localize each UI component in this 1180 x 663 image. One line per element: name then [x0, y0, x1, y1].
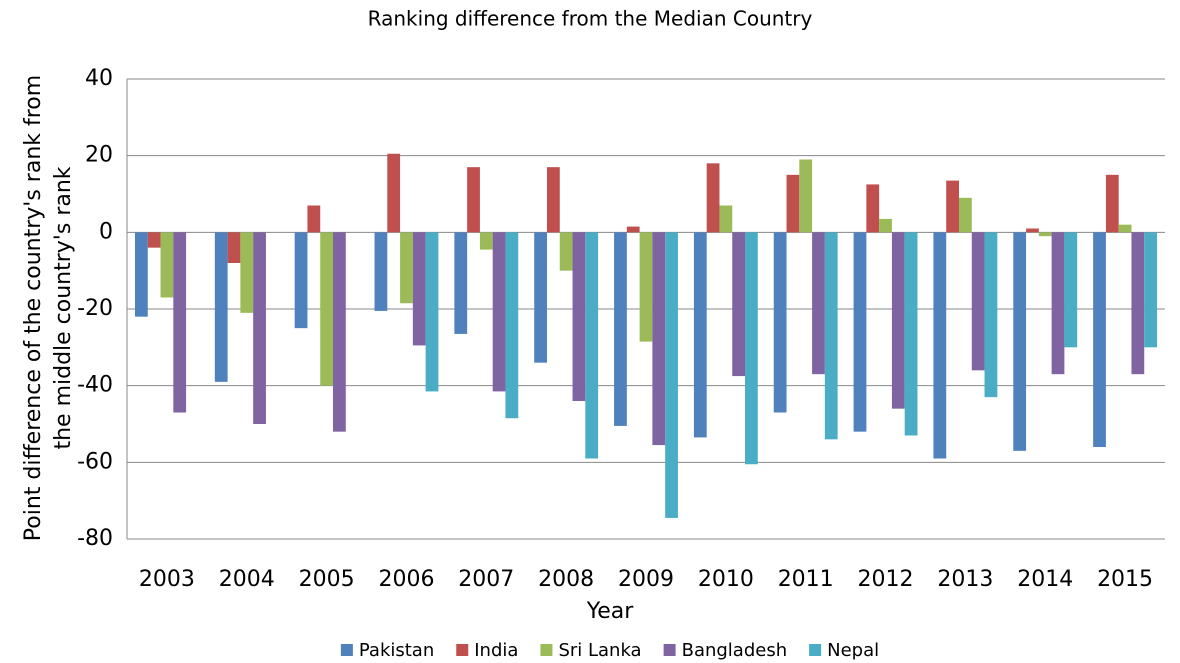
- bar: [1144, 232, 1158, 348]
- x-tick-label: 2015: [1097, 567, 1153, 592]
- x-tick-label: 2010: [698, 567, 754, 592]
- bar: [147, 232, 161, 248]
- legend-swatch: [340, 644, 353, 656]
- legend: Pakistan India Sri Lanka Bangladesh Nepal: [340, 640, 879, 661]
- bar: [559, 232, 573, 271]
- legend-label: Sri Lanka: [558, 640, 641, 661]
- legend-swatch: [809, 644, 822, 656]
- bar: [1118, 224, 1132, 233]
- bar: [1013, 232, 1027, 451]
- bar: [585, 232, 599, 459]
- bar: [546, 167, 560, 233]
- bar: [866, 184, 880, 233]
- bar: [492, 232, 506, 392]
- bar: [639, 232, 653, 342]
- y-tick-label: 40: [85, 66, 113, 91]
- bar: [812, 232, 825, 375]
- bar: [454, 232, 468, 334]
- x-tick-label: 2013: [937, 567, 993, 592]
- bar: [799, 159, 813, 233]
- bar: [719, 205, 733, 233]
- y-tick-label: -20: [77, 296, 113, 321]
- bar: [958, 197, 972, 233]
- bar: [320, 232, 334, 386]
- x-tick-label: 2007: [458, 567, 514, 592]
- bar: [626, 226, 640, 233]
- x-tick-label: 2011: [778, 567, 834, 592]
- bar: [652, 232, 666, 446]
- bar: [294, 232, 308, 329]
- bar: [933, 232, 947, 459]
- bar: [1131, 232, 1145, 375]
- x-tick-label: 2009: [618, 567, 674, 592]
- y-axis-label: Point difference of the country's rank f…: [21, 75, 76, 541]
- bar: [984, 232, 998, 398]
- legend-swatch: [456, 644, 469, 656]
- bar: [160, 232, 174, 298]
- bar: [824, 232, 838, 440]
- bar: [1026, 228, 1039, 233]
- bar: [479, 232, 493, 250]
- bar: [1064, 232, 1078, 348]
- bar: [412, 232, 426, 346]
- bar: [374, 232, 388, 311]
- legend-label: India: [474, 640, 518, 661]
- chart-title: Ranking difference from the Median Count…: [368, 7, 813, 31]
- bar: [665, 232, 678, 518]
- bar: [946, 180, 959, 233]
- bar: [732, 232, 746, 377]
- bar: [786, 174, 800, 233]
- legend-swatch: [663, 644, 676, 656]
- bar: [891, 232, 905, 409]
- bar: [572, 232, 586, 401]
- legend-swatch: [540, 644, 553, 656]
- bar: [745, 232, 758, 465]
- bar: [971, 232, 985, 371]
- bar: [505, 232, 519, 419]
- bar: [706, 163, 720, 233]
- bar: [240, 232, 254, 313]
- bar: [1093, 232, 1106, 447]
- y-tick-label: 20: [85, 143, 113, 168]
- bar: [253, 232, 266, 424]
- bar: [387, 153, 401, 233]
- bar: [1038, 232, 1052, 237]
- bar: [333, 232, 346, 432]
- bar: [227, 232, 241, 263]
- bar: [1051, 232, 1065, 375]
- legend-label: Pakistan: [359, 640, 434, 661]
- x-axis-label: Year: [586, 599, 635, 624]
- x-tick-label: 2003: [139, 567, 195, 592]
- legend-label: Nepal: [827, 640, 879, 661]
- bar: [173, 232, 187, 413]
- bar: [425, 232, 439, 392]
- y-tick-label: 0: [99, 219, 113, 244]
- bar: [1105, 174, 1119, 233]
- bar: [400, 232, 413, 304]
- x-tick-label: 2004: [219, 567, 275, 592]
- bar: [614, 232, 627, 426]
- bar: [773, 232, 787, 413]
- x-tick-label: 2012: [858, 567, 914, 592]
- legend-label: Bangladesh: [682, 640, 788, 661]
- x-tick-label: 2014: [1017, 567, 1073, 592]
- bar: [693, 232, 707, 438]
- bar: [879, 218, 892, 233]
- bar: [534, 232, 547, 363]
- bar: [134, 232, 148, 317]
- bar: [214, 232, 228, 382]
- bar: [853, 232, 867, 432]
- x-tick-label: 2006: [378, 567, 434, 592]
- bar: [467, 167, 480, 233]
- y-tick-label: -40: [77, 373, 113, 398]
- x-tick-label: 2008: [538, 567, 594, 592]
- y-tick-label: -60: [77, 449, 113, 474]
- bar: [307, 205, 321, 233]
- x-tick-label: 2005: [299, 567, 355, 592]
- bar: [904, 232, 918, 436]
- y-axis-label-group: Point difference of the country's rank f…: [21, 75, 76, 541]
- y-tick-label: -80: [77, 526, 113, 551]
